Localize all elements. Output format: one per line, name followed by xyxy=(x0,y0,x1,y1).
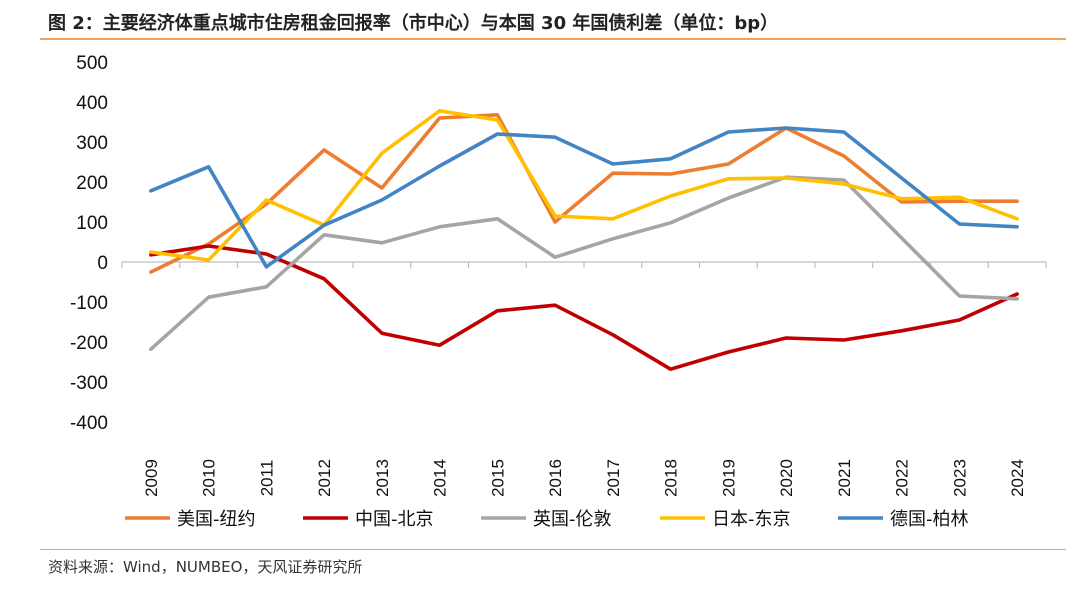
x-tick-label: 2011 xyxy=(257,460,276,497)
x-tick-label: 2018 xyxy=(662,459,681,497)
x-tick-label: 2020 xyxy=(777,459,796,497)
legend-label: 中国-北京 xyxy=(355,509,434,530)
y-tick-label: 300 xyxy=(76,133,108,154)
x-tick-label: 2021 xyxy=(835,459,854,497)
x-tick-label: 2015 xyxy=(488,459,507,497)
legend-label: 美国-纽约 xyxy=(177,509,256,530)
y-tick-label: 500 xyxy=(76,53,108,74)
bottom-divider xyxy=(40,549,1066,550)
x-tick-label: 2009 xyxy=(142,459,161,497)
x-tick-label: 2022 xyxy=(893,459,912,497)
series-line-2 xyxy=(149,175,1019,352)
y-tick-label: 200 xyxy=(76,173,108,194)
x-tick-label: 2012 xyxy=(315,459,334,497)
y-tick-label: -300 xyxy=(70,373,108,394)
y-tick-label: -100 xyxy=(70,293,108,314)
legend-label: 英国-伦敦 xyxy=(533,509,612,530)
source-note: 资料来源：Wind，NUMBEO，天风证券研究所 xyxy=(48,558,363,576)
y-axis: 500 400 300 200 100 0 -100 -200 -300 -400 xyxy=(70,53,108,434)
y-tick-label: 100 xyxy=(76,213,108,234)
chart-title: 图 2：主要经济体重点城市住房租金回报率（市中心）与本国 30 年国债利差（单位… xyxy=(48,13,779,34)
x-tick-label: 2016 xyxy=(546,459,565,497)
series-line-1 xyxy=(149,244,1019,372)
x-tick-label: 2024 xyxy=(1008,459,1027,497)
y-tick-label: -400 xyxy=(70,413,108,434)
x-tick-label: 2014 xyxy=(431,459,450,497)
y-tick-label: -200 xyxy=(70,333,108,354)
x-tick-label: 2013 xyxy=(373,459,392,497)
x-tick-label: 2010 xyxy=(200,459,219,497)
x-axis: 2009 2010 2011 2012 2013 2014 2015 2016 2017 2018… xyxy=(121,261,1047,497)
series-lines xyxy=(149,109,1019,372)
series-line-0 xyxy=(149,113,1019,274)
x-tick-label: 2023 xyxy=(950,459,969,497)
series-line-4 xyxy=(149,126,1019,269)
x-tick-label: 2019 xyxy=(719,459,738,497)
legend-label: 德国-柏林 xyxy=(890,509,969,530)
y-tick-label: 0 xyxy=(97,253,108,274)
legend-label: 日本-东京 xyxy=(712,509,791,530)
top-divider xyxy=(40,38,1066,40)
series-line-3 xyxy=(149,109,1019,262)
x-tick-label: 2017 xyxy=(604,459,623,497)
legend: 美国-纽约 中国-北京 英国-伦敦 日本-东京 德国-柏林 xyxy=(125,509,969,530)
y-tick-label: 400 xyxy=(76,93,108,114)
